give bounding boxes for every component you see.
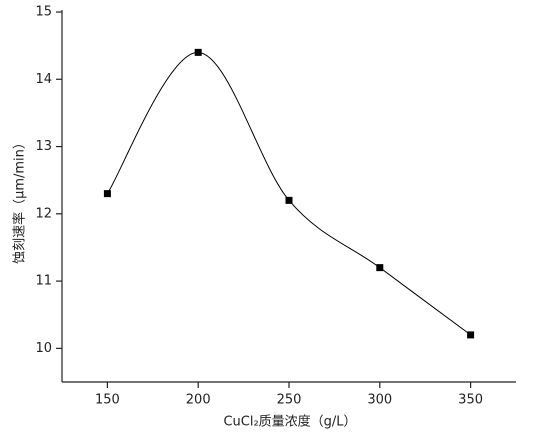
- x-tick-label: 350: [458, 393, 483, 408]
- y-tick-label: 13: [35, 139, 52, 154]
- marker: [467, 331, 475, 339]
- x-tick-label: 250: [277, 393, 302, 408]
- x-tick-label: 150: [95, 393, 120, 408]
- line: [106, 51, 471, 336]
- marker: [194, 48, 202, 56]
- marker: [285, 196, 293, 204]
- y-tick-label: 15: [35, 5, 52, 20]
- y-tick-label: 12: [35, 206, 52, 221]
- x-axis-label: CuCl₂质量浓度（g/L）: [223, 414, 356, 430]
- x-tick-label: 300: [367, 393, 392, 408]
- y-tick-label: 11: [35, 274, 52, 289]
- y-tick-label: 10: [35, 341, 52, 356]
- y-axis-label: 蚀刻速率（μm/min）: [12, 136, 28, 264]
- marker: [376, 264, 384, 272]
- marker: [103, 190, 111, 198]
- y-tick-label: 14: [35, 72, 52, 87]
- x-tick-label: 200: [186, 393, 211, 408]
